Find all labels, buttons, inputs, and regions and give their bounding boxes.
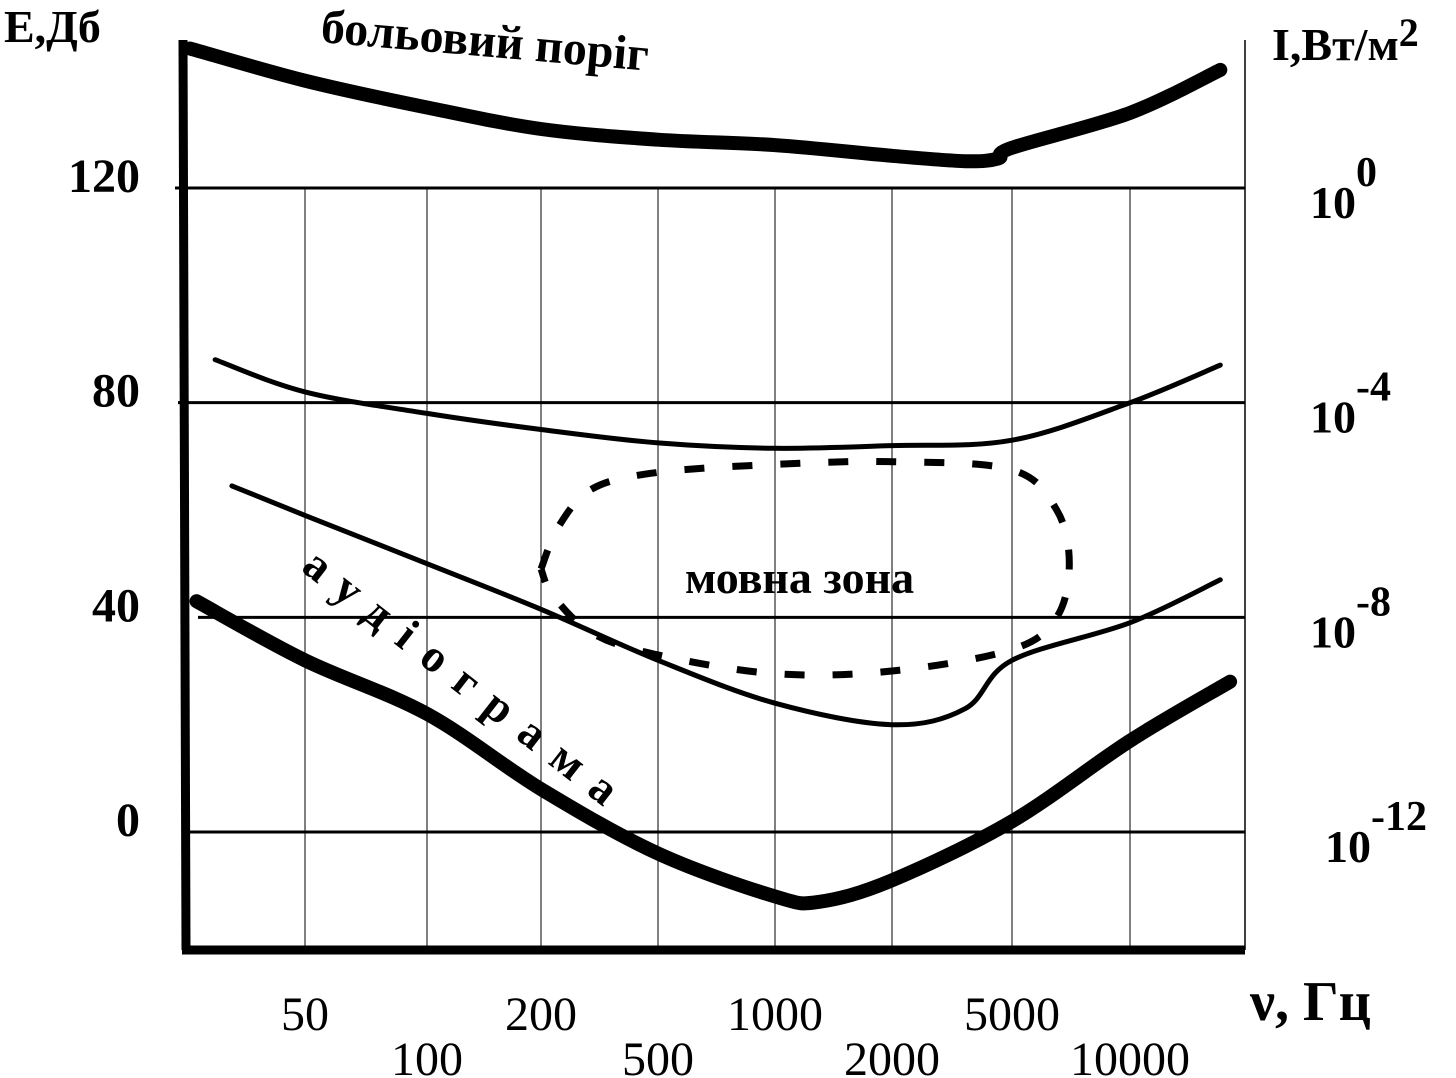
vertical-gridlines: [304, 40, 1246, 950]
x-axis-label: ν, Гц: [1249, 971, 1371, 1033]
y-right-tick-base: 10: [1325, 821, 1371, 872]
audiogram-curve: [189, 594, 1238, 911]
y-tick-label-0: 0: [116, 794, 140, 847]
y-right-tick-base: 10: [1310, 177, 1356, 228]
y-right-tick-label-0: 100: [1310, 150, 1377, 228]
y-axis-right-label: I,Вт/м2: [1272, 10, 1419, 70]
x-tick-label-100: 100: [391, 1033, 463, 1078]
x-tick-label-2000: 2000: [844, 1033, 940, 1078]
upper-thin-curve: [212, 357, 1223, 451]
speech-zone-outline: [537, 457, 1073, 679]
lower-thin-curve: [229, 483, 1223, 728]
x-tick-label-200: 200: [505, 988, 577, 1041]
pain-threshold-label: больовий поріг: [319, 0, 651, 81]
y-right-tick-base: 10: [1310, 606, 1356, 657]
horizontal-gridlines: [175, 186, 1245, 834]
curves: [182, 41, 1238, 911]
speech-zone-label: мовна зона: [685, 552, 914, 603]
y-right-tick-exponent: -4: [1356, 365, 1391, 411]
x-tick-label-5000: 5000: [964, 988, 1060, 1041]
y-right-tick-exponent: -8: [1356, 579, 1391, 625]
y-right-tick-exponent: -12: [1371, 794, 1427, 840]
y-tick-label-80: 80: [92, 365, 140, 418]
x-tick-label-50: 50: [281, 988, 329, 1041]
y-right-tick-label--12: 10-12: [1325, 794, 1427, 872]
y-axis-right-label-superscript: 2: [1399, 10, 1419, 55]
y-tick-label-40: 40: [92, 579, 140, 632]
speech-zone: [537, 457, 1073, 679]
y-right-tick-label--8: 10-8: [1310, 579, 1391, 657]
y-axis-left-label: Е,Дб: [4, 1, 101, 52]
x-tick-label-1000: 1000: [727, 988, 823, 1041]
y-axis-right-label-text: I,Вт/м: [1272, 19, 1399, 70]
axes: [178, 39, 1245, 955]
y-tick-label-120: 120: [68, 150, 140, 203]
x-tick-label-10000: 10000: [1070, 1033, 1190, 1078]
y-right-tick-base: 10: [1310, 392, 1356, 443]
x-tick-label-500: 500: [622, 1033, 694, 1078]
y-right-tick-exponent: 0: [1356, 150, 1377, 196]
pain-threshold-curve: [182, 41, 1228, 169]
y-right-tick-label--4: 10-4: [1310, 365, 1391, 443]
y-axis: [178, 39, 191, 951]
